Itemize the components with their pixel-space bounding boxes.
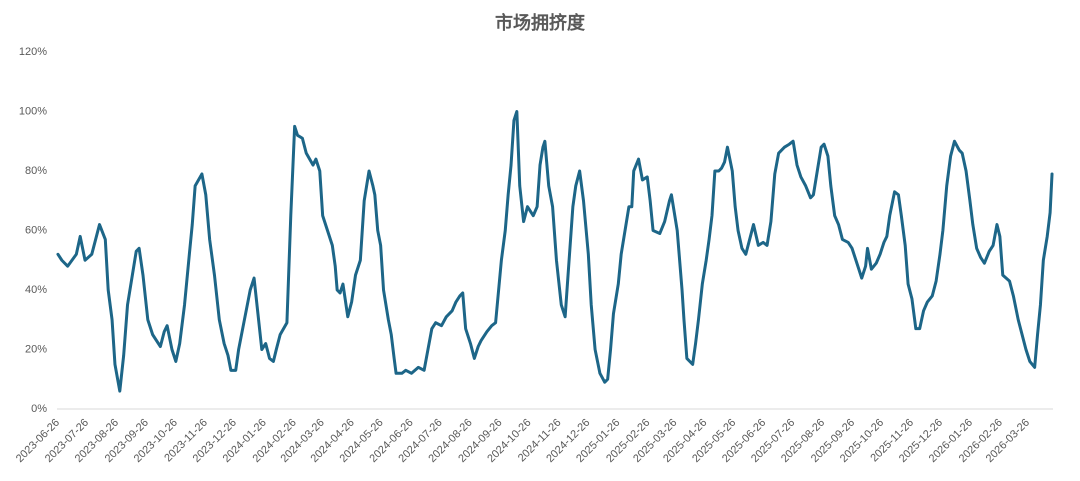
y-tick-label: 60% — [25, 224, 47, 236]
y-tick-label: 120% — [19, 46, 47, 58]
y-tick-label: 40% — [25, 284, 47, 296]
y-tick-label: 80% — [25, 165, 47, 177]
y-tick-label: 0% — [31, 403, 47, 415]
y-tick-label: 20% — [25, 343, 47, 355]
data-line — [56, 110, 1054, 393]
chart-title: 市场拥挤度 — [495, 12, 586, 33]
y-tick-label: 100% — [19, 105, 47, 117]
